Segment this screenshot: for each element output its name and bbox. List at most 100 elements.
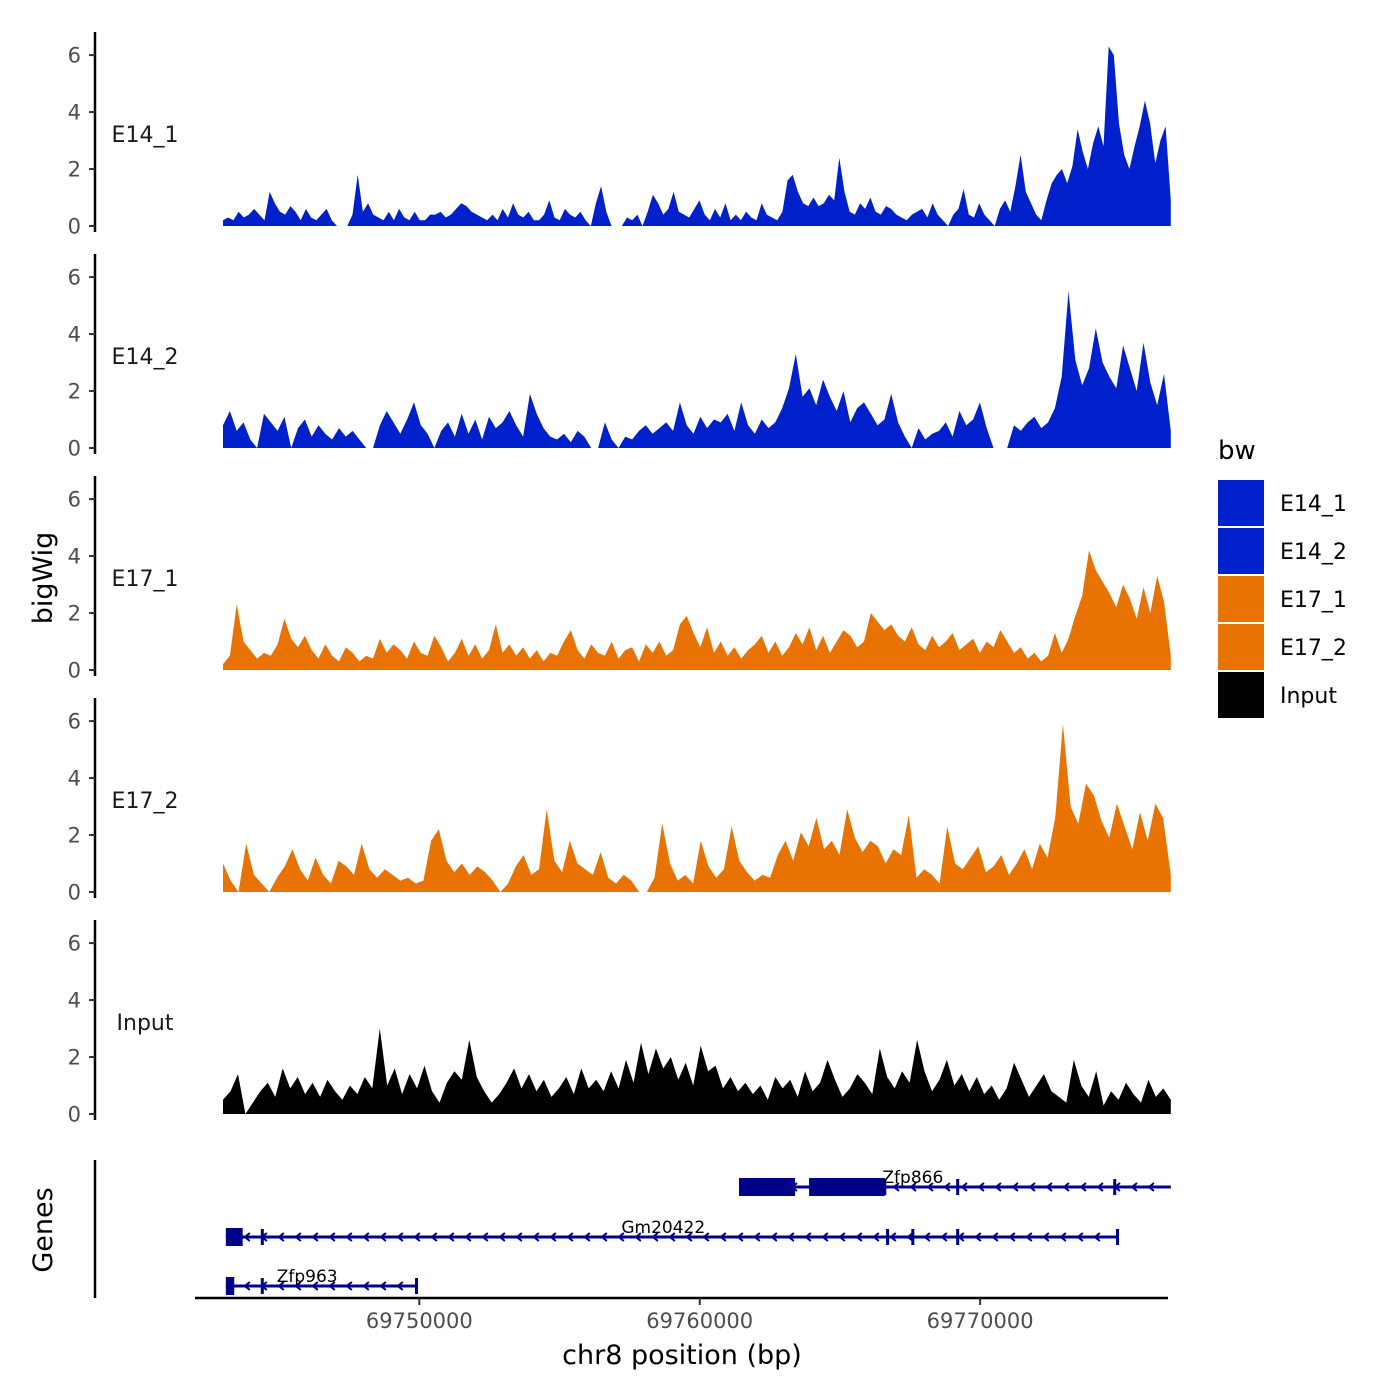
strand-arrow xyxy=(651,1232,659,1242)
coverage-area-e17_1 xyxy=(223,550,1171,670)
track-label: E14_2 xyxy=(112,345,179,370)
gene-label: Gm20422 xyxy=(621,1218,705,1238)
track-e17_1: 0 2 4 6 E17_1 xyxy=(68,476,1171,683)
strand-arrow xyxy=(1093,1232,1101,1242)
legend-title: bw xyxy=(1218,436,1256,466)
strand-arrow xyxy=(804,1232,812,1242)
strand-arrow xyxy=(855,1232,863,1242)
exon-block xyxy=(225,1277,235,1295)
y-tick-label: 0 xyxy=(68,659,81,683)
strand-arrow xyxy=(1096,1182,1104,1192)
strand-arrow xyxy=(719,1232,727,1242)
legend-item: E14_2 xyxy=(1218,528,1347,574)
strand-arrow xyxy=(838,1232,846,1242)
y-tick-label: 2 xyxy=(68,1046,81,1070)
legend-item: E14_1 xyxy=(1218,480,1347,526)
y-tick-label: 4 xyxy=(68,767,81,791)
x-axis: 69750000 69760000 69770000 xyxy=(195,1296,1168,1333)
legend-swatch xyxy=(1218,528,1264,574)
strand-arrow xyxy=(311,1281,319,1291)
track-panels: 0 2 4 6 E14_1 0 2 4 6 E14_2 0 2 4 6 E17_1 0 2 4 6 E17_2 0 2 4 6… xyxy=(68,32,1171,1127)
strand-arrow xyxy=(413,1232,421,1242)
gene-zfp963: Zfp963 xyxy=(225,1267,419,1295)
strand-arrow xyxy=(243,1281,251,1291)
gene-label: Zfp866 xyxy=(882,1168,943,1188)
strand-arrow xyxy=(702,1232,710,1242)
strand-arrow xyxy=(872,1232,880,1242)
exon-block xyxy=(738,1178,796,1196)
strand-arrow xyxy=(770,1232,778,1242)
x-axis-title: chr8 position (bp) xyxy=(562,1340,802,1371)
strand-arrow xyxy=(1008,1232,1016,1242)
legend-item: E17_1 xyxy=(1218,576,1347,622)
track-label: E17_2 xyxy=(112,789,179,814)
strand-arrow xyxy=(1147,1182,1155,1192)
strand-arrow xyxy=(379,1232,387,1242)
strand-arrow xyxy=(294,1232,302,1242)
x-tick-label: 69760000 xyxy=(646,1309,753,1333)
y-tick-label: 4 xyxy=(68,545,81,569)
strand-arrow xyxy=(566,1232,574,1242)
strand-arrow xyxy=(396,1232,404,1242)
legend-item: E17_2 xyxy=(1218,624,1347,670)
strand-arrow xyxy=(311,1232,319,1242)
strand-arrow xyxy=(1130,1182,1138,1192)
track-e14_1: 0 2 4 6 E14_1 xyxy=(68,32,1171,239)
track-label: E17_1 xyxy=(112,567,179,592)
strand-arrow xyxy=(634,1232,642,1242)
strand-arrow xyxy=(1079,1182,1087,1192)
strand-arrow xyxy=(994,1182,1002,1192)
exon-block xyxy=(809,1178,885,1196)
y-tick-label: 6 xyxy=(68,44,81,68)
coverage-area-e14_1 xyxy=(223,46,1171,226)
strand-arrow xyxy=(243,1232,251,1242)
strand-arrow xyxy=(362,1281,370,1291)
y-tick-label: 4 xyxy=(68,989,81,1013)
strand-arrow xyxy=(481,1232,489,1242)
strand-arrow xyxy=(617,1232,625,1242)
legend-label: E17_1 xyxy=(1280,588,1347,613)
strand-arrow xyxy=(943,1182,951,1192)
strand-arrow xyxy=(906,1232,914,1242)
strand-arrow xyxy=(753,1232,761,1242)
y-tick-label: 0 xyxy=(68,437,81,461)
strand-arrow xyxy=(940,1232,948,1242)
strand-arrow xyxy=(447,1232,455,1242)
strand-arrow xyxy=(464,1232,472,1242)
strand-arrow xyxy=(926,1182,934,1192)
strand-arrow xyxy=(1076,1232,1084,1242)
y-tick-label: 0 xyxy=(68,881,81,905)
y-tick-label: 2 xyxy=(68,380,81,404)
gene-zfp866: Zfp866 xyxy=(738,1168,1171,1196)
strand-arrow xyxy=(328,1281,336,1291)
strand-arrow xyxy=(277,1232,285,1242)
strand-arrow xyxy=(430,1232,438,1242)
legend-item: Input xyxy=(1218,672,1337,718)
legend-label: E14_2 xyxy=(1280,540,1347,565)
y-tick-label: 6 xyxy=(68,488,81,512)
strand-arrow xyxy=(379,1281,387,1291)
legend-label: E14_1 xyxy=(1280,492,1347,517)
strand-arrow xyxy=(821,1232,829,1242)
strand-arrow xyxy=(294,1281,302,1291)
strand-arrow xyxy=(532,1232,540,1242)
legend-swatch xyxy=(1218,480,1264,526)
y-tick-label: 2 xyxy=(68,602,81,626)
strand-arrow xyxy=(923,1232,931,1242)
strand-arrow xyxy=(668,1232,676,1242)
legend-swatch xyxy=(1218,672,1264,718)
strand-arrow xyxy=(1045,1182,1053,1192)
strand-arrow xyxy=(362,1232,370,1242)
gene-label: Zfp963 xyxy=(277,1267,338,1287)
y-tick-label: 4 xyxy=(68,323,81,347)
track-input: 0 2 4 6 Input xyxy=(68,920,1171,1127)
y-tick-label: 6 xyxy=(68,266,81,290)
strand-arrow xyxy=(909,1182,917,1192)
strand-arrow xyxy=(345,1232,353,1242)
strand-arrow xyxy=(396,1281,404,1291)
strand-arrow xyxy=(787,1232,795,1242)
strand-arrow xyxy=(736,1232,744,1242)
legend-swatch xyxy=(1218,576,1264,622)
coverage-area-e17_2 xyxy=(223,723,1171,892)
strand-arrow xyxy=(889,1232,897,1242)
